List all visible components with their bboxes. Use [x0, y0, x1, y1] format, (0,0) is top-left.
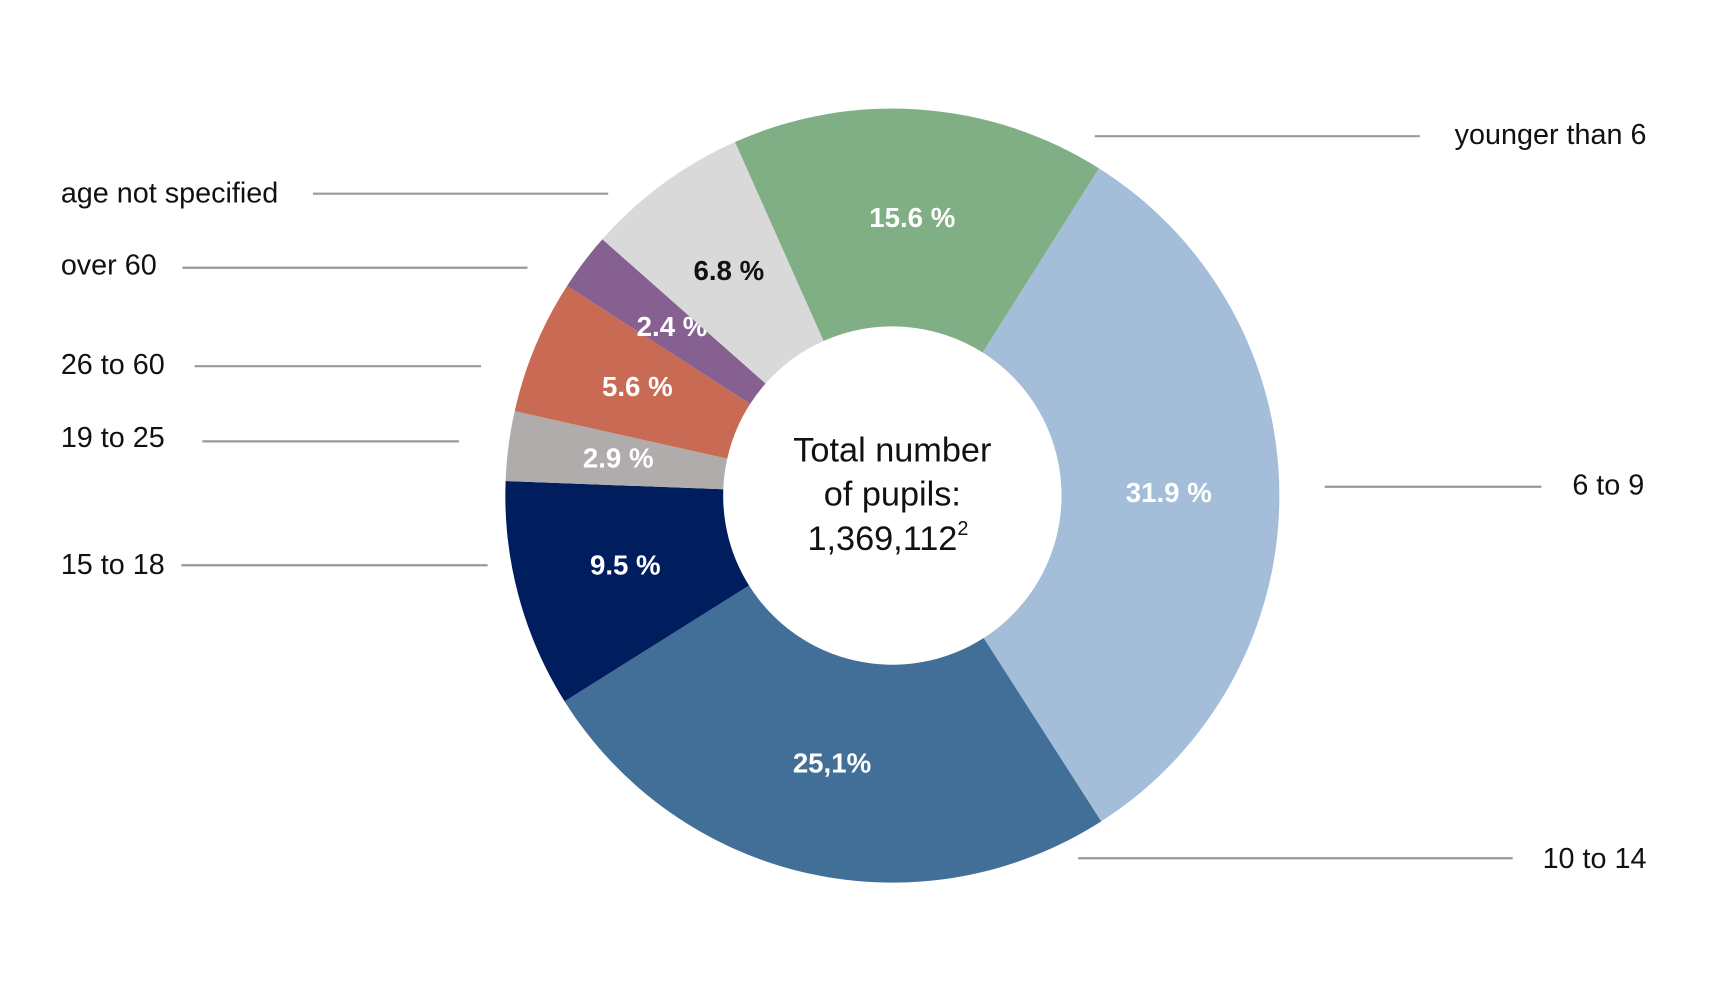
footnote: 2 — [957, 518, 968, 540]
donut-segment — [734, 108, 1100, 353]
value-label: 2.9 % — [583, 442, 654, 473]
donut-segment — [514, 285, 751, 459]
donut-segment — [505, 481, 750, 702]
legend-label: 19 to 25 — [61, 422, 165, 454]
legend-label: over 60 — [61, 249, 157, 281]
value-label: 9.5 % — [590, 549, 661, 580]
value-label: 6.8 % — [694, 255, 765, 286]
legend-label: 6 to 9 — [1572, 469, 1644, 501]
legend-label: 26 to 60 — [61, 349, 165, 381]
donut-segment — [564, 585, 1102, 883]
total: 1,369,112 — [807, 520, 957, 558]
legend-label: younger than 6 — [1455, 119, 1647, 151]
center-total: 1,369,1122 — [807, 518, 968, 558]
value-label: 15.6 % — [869, 202, 955, 233]
value-label: 5.6 % — [602, 371, 673, 402]
value-label: 31.9 % — [1126, 477, 1212, 508]
donut-segment — [567, 239, 766, 404]
legend-label: age not specified — [61, 177, 278, 209]
center-text: of pupils: — [824, 476, 961, 514]
value-label: 25,1% — [793, 748, 871, 779]
donut-segment — [602, 142, 824, 384]
legend-label: 10 to 14 — [1543, 843, 1647, 875]
center-text: Total number — [793, 431, 991, 469]
donut-segment — [982, 168, 1280, 822]
donut-segment — [505, 411, 728, 490]
legend-label: 15 to 18 — [61, 549, 165, 581]
